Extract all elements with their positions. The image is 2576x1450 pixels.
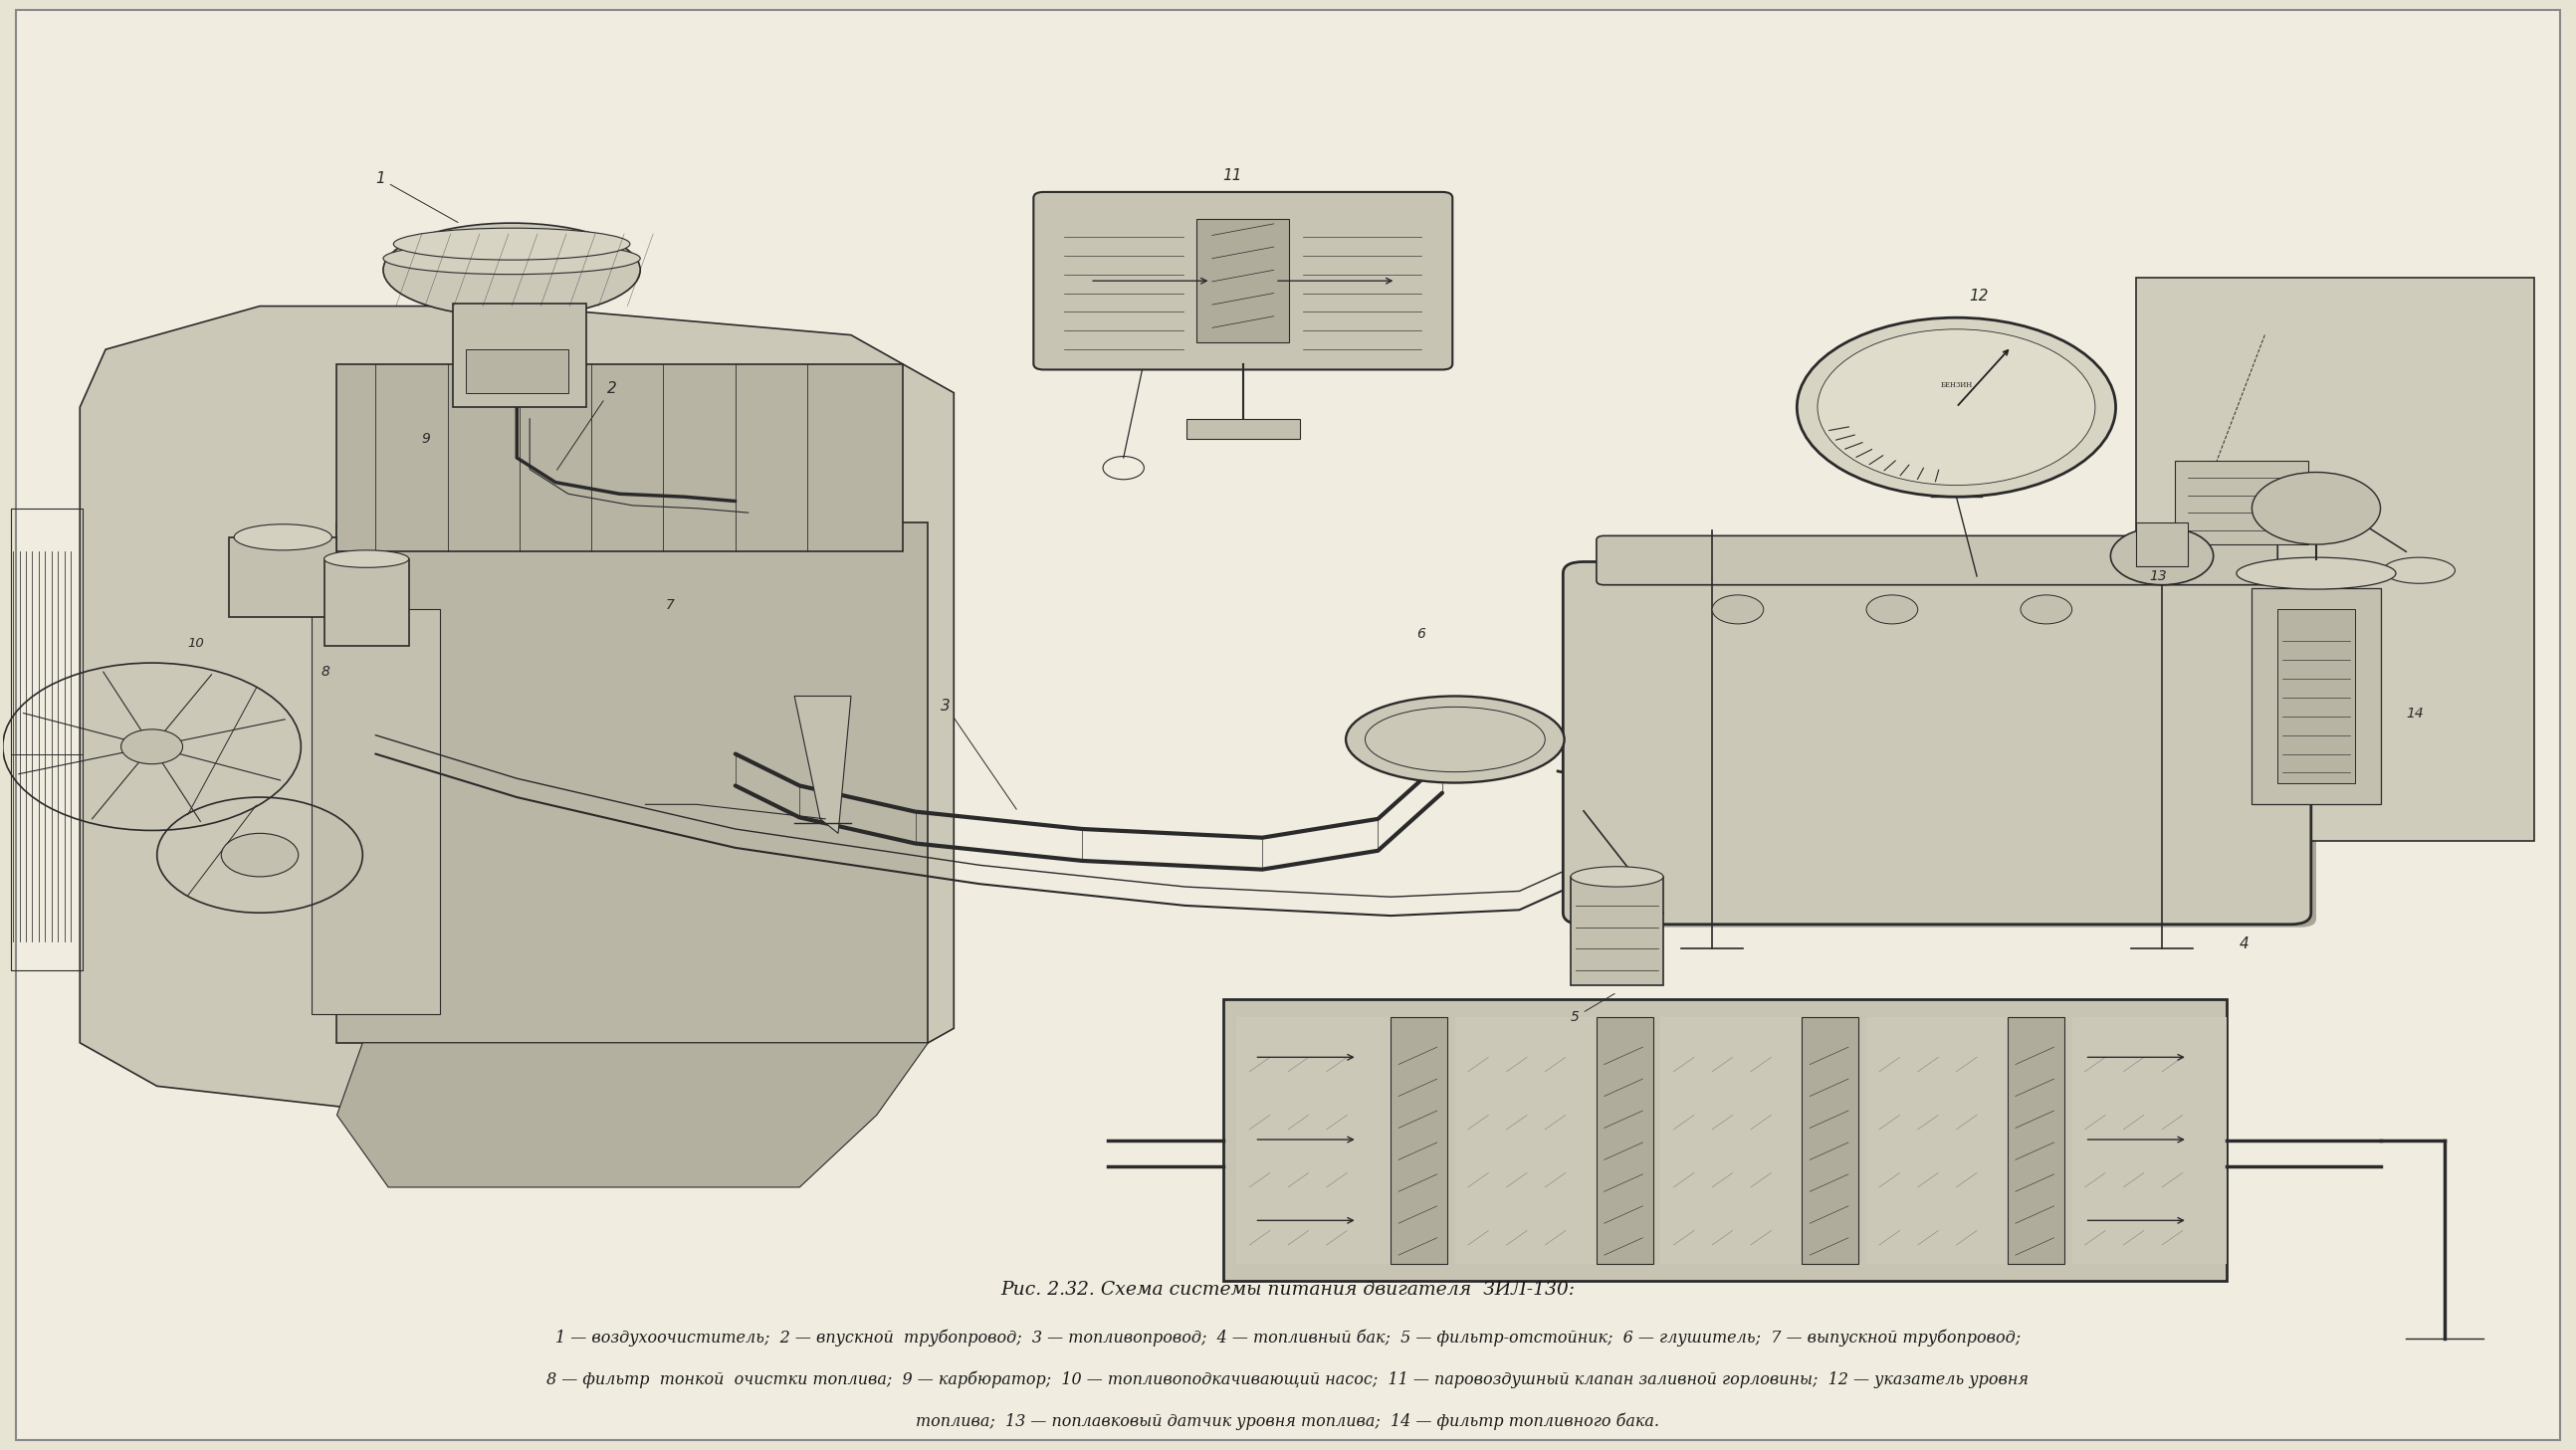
- Bar: [1455, 1016, 1610, 1264]
- Ellipse shape: [1571, 867, 1664, 887]
- Circle shape: [1868, 594, 1917, 624]
- Text: 3: 3: [940, 699, 1018, 809]
- Bar: [1571, 877, 1664, 985]
- Text: 8: 8: [322, 666, 330, 679]
- Bar: [312, 609, 440, 1014]
- Bar: [337, 364, 902, 551]
- Bar: [325, 558, 410, 645]
- Ellipse shape: [384, 223, 641, 318]
- Bar: [1597, 1016, 1654, 1264]
- Ellipse shape: [1345, 696, 1564, 783]
- Bar: [337, 523, 927, 1043]
- Ellipse shape: [394, 228, 631, 260]
- Text: БЕНЗИН: БЕНЗИН: [1940, 381, 1973, 390]
- FancyBboxPatch shape: [1579, 570, 2316, 927]
- Circle shape: [121, 729, 183, 764]
- Text: 13: 13: [2148, 570, 2166, 583]
- Bar: [453, 303, 587, 407]
- Bar: [10, 509, 82, 970]
- Ellipse shape: [234, 525, 332, 550]
- Bar: [1803, 1016, 1860, 1264]
- Text: 12: 12: [1968, 289, 1989, 303]
- Text: 4: 4: [2239, 937, 2249, 951]
- FancyBboxPatch shape: [1033, 191, 1453, 370]
- Bar: [2007, 1016, 2063, 1264]
- Text: 8 — фильтр  тонкой  очистки топлива;  9 — карбюратор;  10 — топливоподкачивающий: 8 — фильтр тонкой очистки топлива; 9 — к…: [546, 1370, 2030, 1388]
- Circle shape: [1713, 594, 1765, 624]
- Bar: [1224, 999, 2226, 1282]
- Text: 5: 5: [1571, 993, 1615, 1024]
- Text: 14: 14: [2406, 706, 2424, 721]
- Text: 10: 10: [188, 637, 204, 650]
- Text: 1: 1: [376, 171, 459, 222]
- Bar: [2136, 523, 2187, 566]
- Ellipse shape: [2383, 557, 2455, 583]
- FancyBboxPatch shape: [15, 10, 2561, 1440]
- Bar: [1188, 419, 1298, 439]
- Bar: [2136, 277, 2535, 841]
- Bar: [229, 537, 337, 616]
- Circle shape: [2251, 473, 2380, 544]
- Circle shape: [2020, 594, 2071, 624]
- Text: 2: 2: [556, 381, 616, 470]
- Circle shape: [222, 834, 299, 877]
- Bar: [1236, 1016, 1391, 1264]
- Ellipse shape: [384, 242, 641, 274]
- Text: топлива;  13 — поплавковый датчик уровня топлива;  14 — фильтр топливного бака.: топлива; 13 — поплавковый датчик уровня …: [917, 1412, 1659, 1430]
- Polygon shape: [793, 696, 850, 834]
- Bar: [2174, 461, 2308, 544]
- Circle shape: [1819, 329, 2094, 486]
- Ellipse shape: [325, 550, 410, 567]
- Bar: [1868, 1016, 2020, 1264]
- Bar: [1198, 219, 1288, 342]
- Bar: [1391, 1016, 1448, 1264]
- Bar: [1662, 1016, 1816, 1264]
- Bar: [2071, 1016, 2226, 1264]
- Text: 1 — воздухоочиститель;  2 — впускной  трубопровод;  3 — топливопровод;  4 — топл: 1 — воздухоочиститель; 2 — впускной труб…: [556, 1328, 2020, 1346]
- Bar: [2251, 587, 2380, 805]
- Text: 11: 11: [1224, 168, 1242, 183]
- Ellipse shape: [2236, 557, 2396, 589]
- FancyBboxPatch shape: [1564, 561, 2311, 924]
- Text: 6: 6: [1417, 628, 1425, 641]
- Polygon shape: [80, 306, 953, 1115]
- Polygon shape: [337, 1043, 927, 1188]
- Text: Рис. 2.32. Схема системы питания двигателя  ЗИЛ-130:: Рис. 2.32. Схема системы питания двигате…: [999, 1282, 1577, 1299]
- Circle shape: [2110, 528, 2213, 584]
- Text: 7: 7: [667, 599, 675, 612]
- Bar: [2277, 609, 2354, 783]
- Bar: [466, 349, 569, 393]
- FancyBboxPatch shape: [1597, 535, 2277, 584]
- Text: 9: 9: [422, 432, 430, 447]
- Circle shape: [1798, 318, 2115, 497]
